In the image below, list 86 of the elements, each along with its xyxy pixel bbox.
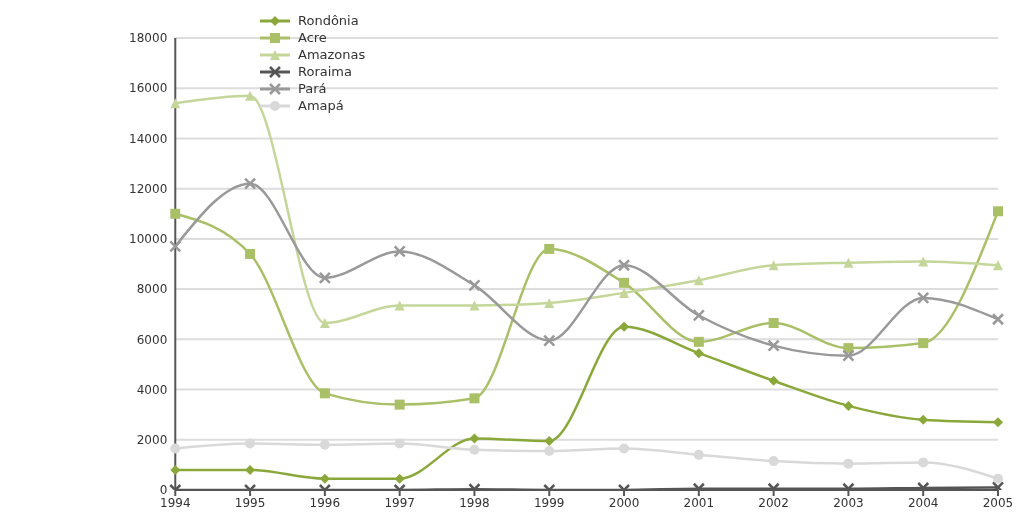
y-tick-label: 14000 bbox=[129, 131, 168, 146]
point bbox=[693, 275, 704, 286]
point bbox=[693, 348, 704, 359]
point bbox=[991, 312, 1005, 326]
point bbox=[617, 259, 631, 272]
point bbox=[245, 90, 256, 101]
y-tick-label: 16000 bbox=[129, 81, 168, 96]
point bbox=[843, 400, 854, 411]
point bbox=[918, 256, 929, 267]
point bbox=[393, 245, 406, 258]
point bbox=[469, 444, 480, 455]
point bbox=[619, 277, 630, 288]
point bbox=[243, 177, 257, 190]
y-tick-label: 0 bbox=[159, 483, 168, 498]
point bbox=[767, 339, 780, 352]
point bbox=[170, 98, 181, 109]
y-tick-label: 2000 bbox=[136, 433, 168, 448]
point bbox=[619, 443, 630, 454]
x-tick-label: 2000 bbox=[608, 495, 640, 510]
point bbox=[619, 321, 630, 332]
point bbox=[394, 399, 405, 410]
point bbox=[918, 338, 929, 349]
point bbox=[692, 309, 706, 322]
point bbox=[916, 291, 930, 305]
point bbox=[768, 375, 779, 386]
y-tick-label: 10000 bbox=[129, 232, 168, 247]
legend-label: Acre bbox=[298, 29, 327, 46]
point bbox=[319, 318, 330, 329]
x-tick-label: 1995 bbox=[234, 495, 266, 510]
point bbox=[768, 318, 779, 329]
point bbox=[245, 248, 256, 259]
point bbox=[170, 443, 181, 454]
legend-label: Amazonas bbox=[298, 46, 366, 63]
y-tick-label: 4000 bbox=[136, 382, 168, 397]
point bbox=[245, 438, 256, 449]
point bbox=[768, 260, 779, 271]
x-tick-label: 1999 bbox=[533, 495, 565, 510]
y-tick-label: 6000 bbox=[136, 332, 168, 347]
point bbox=[394, 438, 405, 449]
y-tick-label: 8000 bbox=[136, 282, 168, 297]
point bbox=[469, 300, 480, 311]
point bbox=[693, 449, 704, 460]
point bbox=[544, 446, 555, 457]
point bbox=[842, 349, 855, 362]
point bbox=[170, 464, 181, 475]
x-tick-label: 1998 bbox=[459, 495, 490, 510]
point bbox=[394, 300, 405, 311]
point bbox=[918, 457, 929, 468]
point bbox=[394, 473, 405, 484]
point bbox=[993, 206, 1003, 217]
point bbox=[544, 297, 555, 308]
legend-label: Pará bbox=[298, 80, 327, 97]
x-tick-label: 1996 bbox=[309, 495, 341, 510]
x-tick-label: 2005 bbox=[982, 495, 1014, 510]
point bbox=[319, 388, 330, 399]
x-tick-label: 2001 bbox=[683, 495, 715, 510]
point bbox=[619, 287, 630, 298]
legend-label: Amapá bbox=[298, 97, 344, 114]
point bbox=[544, 243, 555, 254]
point bbox=[318, 271, 332, 285]
y-tick-label: 18000 bbox=[129, 31, 168, 46]
y-tick-label: 12000 bbox=[129, 181, 168, 196]
legend-label: Roraima bbox=[298, 63, 352, 80]
point bbox=[843, 257, 854, 268]
point bbox=[993, 473, 1003, 484]
point bbox=[468, 279, 481, 292]
legend-label: Rondônia bbox=[298, 12, 359, 29]
point bbox=[469, 433, 480, 444]
x-tick-label: 2003 bbox=[833, 495, 864, 510]
point bbox=[169, 240, 182, 253]
point bbox=[693, 336, 704, 347]
point bbox=[993, 417, 1003, 428]
point bbox=[469, 393, 480, 404]
point bbox=[170, 208, 181, 219]
point bbox=[843, 458, 854, 469]
point bbox=[768, 456, 779, 467]
x-tick-label: 1997 bbox=[384, 495, 415, 510]
point bbox=[542, 334, 556, 347]
point bbox=[918, 414, 929, 425]
point bbox=[993, 260, 1003, 271]
x-tick-label: 2004 bbox=[907, 495, 939, 510]
point bbox=[544, 436, 555, 447]
point bbox=[319, 473, 330, 484]
point bbox=[319, 439, 330, 450]
x-tick-label: 1994 bbox=[160, 495, 191, 510]
x-tick-label: 2002 bbox=[758, 495, 789, 510]
